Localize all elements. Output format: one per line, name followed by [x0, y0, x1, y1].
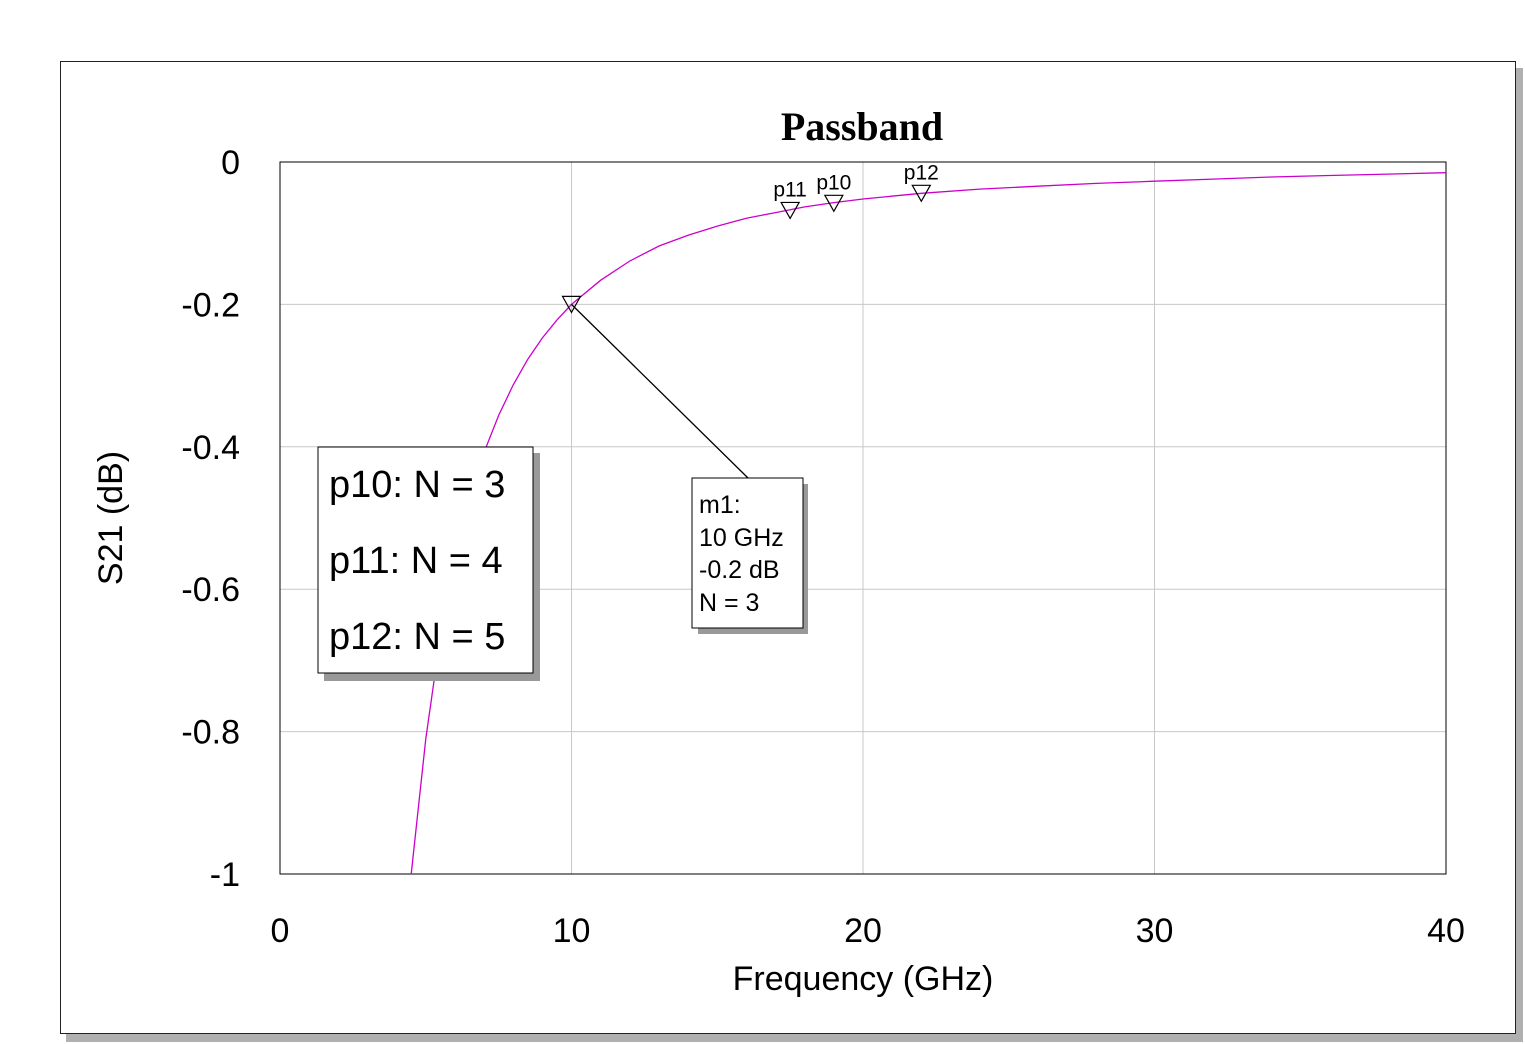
- callout-line-n: N = 3: [699, 589, 759, 617]
- y-tick-label: -0.4: [181, 429, 240, 467]
- y-tick-label: 0: [221, 144, 240, 182]
- callout-box-frame: [691, 477, 804, 629]
- legend-line-p10: p10: N = 3: [329, 464, 505, 506]
- x-tick-label: 0: [271, 912, 290, 950]
- callout-line-value: -0.2 dB: [699, 556, 780, 584]
- legend-box: p10: N = 3 p11: N = 4 p12: N = 5: [317, 446, 540, 681]
- legend-line-p11: p11: N = 4: [329, 540, 503, 582]
- x-tick-label: 10: [553, 912, 591, 950]
- marker-label-p12: p12: [904, 161, 939, 184]
- marker-layer: p11 p10 p12: [561, 161, 939, 314]
- y-axis-ticks: 0 -0.2 -0.4 -0.6 -0.8 -1: [181, 144, 240, 894]
- x-tick-label: 30: [1136, 912, 1174, 950]
- y-tick-label: -0.8: [181, 714, 240, 752]
- callout-line-freq: 10 GHz: [699, 524, 784, 552]
- y-axis-label: S21 (dB): [92, 451, 130, 585]
- callout-leader-line: [571, 303, 749, 479]
- marker-callout-box: m1: 10 GHz -0.2 dB N = 3: [691, 477, 808, 634]
- x-axis-ticks: 0 10 20 30 40: [271, 912, 1465, 950]
- x-axis-label: Frequency (GHz): [733, 960, 994, 998]
- chart-title: Passband: [781, 104, 943, 149]
- marker-label-p10: p10: [816, 171, 851, 194]
- x-tick-label: 20: [844, 912, 882, 950]
- marker-p12: [911, 184, 932, 203]
- y-tick-label: -0.6: [181, 571, 240, 609]
- plot-area-border: [279, 161, 1447, 875]
- callout-line-name: m1:: [699, 491, 741, 519]
- series-line-0: [410, 172, 1447, 875]
- legend-box-frame: [317, 446, 534, 674]
- y-tick-label: -1: [210, 856, 240, 894]
- marker-label-p11: p11: [773, 178, 806, 201]
- y-tick-label: -0.2: [181, 286, 240, 324]
- legend-line-p12: p12: N = 5: [329, 616, 505, 658]
- marker-m1: [561, 295, 582, 314]
- marker-p10: [823, 194, 844, 213]
- x-tick-label: 40: [1427, 912, 1465, 950]
- marker-p11: [780, 201, 801, 220]
- series-layer: [410, 172, 1447, 875]
